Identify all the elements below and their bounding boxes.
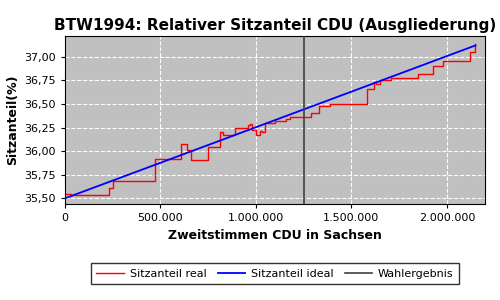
- X-axis label: Zweitstimmen CDU in Sachsen: Zweitstimmen CDU in Sachsen: [168, 229, 382, 242]
- Sitzanteil real: [430, 64, 436, 68]
- Sitzanteil real: [205, 158, 211, 162]
- Line: Sitzanteil real: Sitzanteil real: [65, 44, 476, 195]
- Sitzanteil real: [232, 133, 238, 136]
- Sitzanteil ideal: [472, 44, 478, 47]
- Legend: Sitzanteil real, Sitzanteil ideal, Wahlergebnis: Sitzanteil real, Sitzanteil ideal, Wahle…: [91, 263, 459, 284]
- Sitzanteil ideal: [62, 196, 68, 200]
- Y-axis label: Sitzanteil(%): Sitzanteil(%): [6, 75, 19, 165]
- Title: BTW1994: Relativer Sitzanteil CDU (Ausgliederung): BTW1994: Relativer Sitzanteil CDU (Ausgl…: [54, 18, 496, 33]
- Sitzanteil ideal: [374, 81, 380, 84]
- Sitzanteil real: [258, 129, 264, 133]
- Sitzanteil real: [415, 76, 421, 80]
- Sitzanteil real: [68, 193, 73, 196]
- Sitzanteil ideal: [416, 65, 422, 68]
- Sitzanteil ideal: [87, 187, 93, 191]
- Sitzanteil ideal: [300, 108, 306, 111]
- Sitzanteil real: [472, 42, 478, 46]
- Sitzanteil ideal: [311, 104, 317, 107]
- Sitzanteil real: [62, 192, 68, 196]
- Line: Sitzanteil ideal: Sitzanteil ideal: [65, 45, 476, 198]
- Sitzanteil ideal: [324, 99, 330, 103]
- Sitzanteil real: [388, 79, 394, 82]
